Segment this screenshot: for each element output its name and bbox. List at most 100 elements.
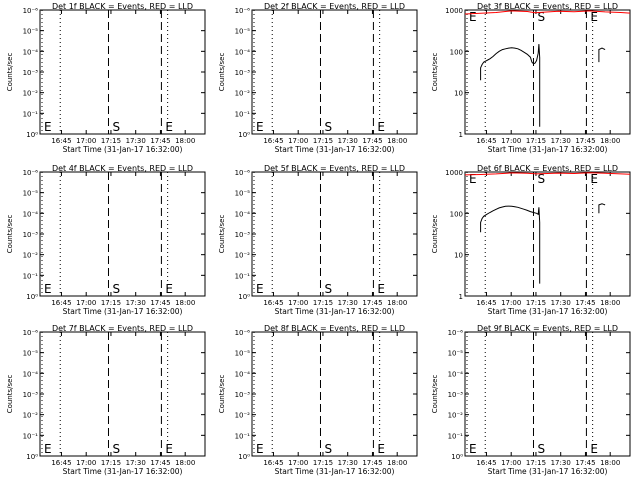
marker-label: E [469, 10, 477, 24]
x-tick-label: 17:45 [362, 137, 382, 145]
x-tick-label: 17:45 [150, 299, 170, 307]
x-tick-label: 17:00 [288, 299, 308, 307]
plot-frame [464, 331, 631, 457]
plot-frame [251, 171, 418, 297]
y-tick-label: 10 [454, 90, 463, 98]
x-axis-label: Start Time (31-Jan-17 16:32:00) [275, 467, 395, 476]
panel-title: Det 7f BLACK = Events, RED = LLD [52, 324, 193, 333]
panel-title: Det 6f BLACK = Events, RED = LLD [477, 164, 618, 173]
x-tick-label: 17:00 [501, 459, 521, 467]
y-tick-label: 10⁰ [26, 131, 38, 139]
marker-label: E [256, 120, 264, 134]
x-tick-label: 16:45 [263, 137, 283, 145]
x-tick-label: 17:30 [338, 137, 358, 145]
y-tick-label: 1000 [445, 7, 463, 15]
panel-det-2: Det 2f BLACK = Events, RED = LLD Counts/s… [218, 2, 418, 154]
x-tick-label: 17:15 [313, 299, 333, 307]
x-axis-label: Start Time (31-Jan-17 16:32:00) [488, 307, 608, 316]
y-tick-label: 10⁻⁶ [23, 7, 39, 15]
x-tick-label: 17:00 [76, 137, 96, 145]
x-tick-label: 17:00 [501, 299, 521, 307]
x-tick-label: 17:45 [362, 299, 382, 307]
x-tick-label: 17:30 [338, 459, 358, 467]
x-tick-label: 17:00 [76, 299, 96, 307]
y-tick-label: 100 [450, 210, 463, 218]
marker-label: E [256, 282, 264, 296]
x-tick-label: 17:45 [362, 459, 382, 467]
y-tick-label: 10⁻¹ [23, 110, 39, 118]
x-tick-label: 17:00 [501, 137, 521, 145]
y-tick-label: 1 [459, 293, 463, 301]
x-tick-label: 16:45 [263, 299, 283, 307]
panel-det-6: Det 6f BLACK = Events, RED = LLD Counts/s… [431, 164, 631, 316]
x-tick-label: 17:15 [526, 299, 546, 307]
x-tick-label: 17:15 [526, 137, 546, 145]
y-tick-label: 10⁻² [235, 90, 251, 98]
y-tick-label: 10⁻⁵ [235, 190, 251, 198]
marker-label: S [112, 282, 120, 296]
x-tick-label: 18:00 [387, 137, 407, 145]
marker-label: E [44, 120, 52, 134]
y-tick-label: 10⁻⁶ [23, 329, 39, 337]
series-line-events [598, 47, 606, 63]
x-axis-label: Start Time (31-Jan-17 16:32:00) [275, 307, 395, 316]
panel-title: Det 8f BLACK = Events, RED = LLD [264, 324, 405, 333]
y-axis-label: Counts/sec [431, 53, 439, 92]
x-tick-label: 18:00 [387, 459, 407, 467]
marker-label: E [44, 282, 52, 296]
y-tick-label: 10⁻⁴ [448, 370, 464, 378]
panel-title: Det 9f BLACK = Events, RED = LLD [477, 324, 618, 333]
marker-label: S [324, 442, 332, 456]
panel-title: Det 5f BLACK = Events, RED = LLD [264, 164, 405, 173]
series-line-events [598, 203, 606, 214]
x-tick-label: 17:45 [150, 137, 170, 145]
y-tick-label: 1000 [445, 169, 463, 177]
y-tick-label: 10⁻⁵ [23, 28, 39, 36]
y-tick-label: 10⁻¹ [23, 272, 39, 280]
y-tick-label: 10⁻¹ [235, 272, 251, 280]
y-tick-label: 10⁰ [238, 453, 250, 461]
x-tick-label: 17:30 [551, 459, 571, 467]
y-axis-label: Counts/sec [218, 215, 226, 254]
series-line-events [480, 205, 541, 284]
marker-label: E [256, 442, 264, 456]
y-tick-label: 10⁻² [23, 252, 39, 260]
y-tick-label: 10⁻⁴ [23, 48, 39, 56]
series-line-events [480, 44, 541, 127]
y-tick-label: 10⁻⁶ [23, 169, 39, 177]
series-line-lld [464, 172, 631, 176]
x-tick-label: 17:15 [101, 137, 121, 145]
x-tick-label: 18:00 [175, 459, 195, 467]
plot-frame [39, 171, 206, 297]
panel-det-5: Det 5f BLACK = Events, RED = LLD Counts/s… [218, 164, 418, 316]
panel-det-7: Det 7f BLACK = Events, RED = LLD Counts/s… [6, 324, 206, 476]
panel-title: Det 1f BLACK = Events, RED = LLD [52, 2, 193, 11]
y-tick-label: 10⁻⁴ [23, 370, 39, 378]
marker-label: E [165, 442, 173, 456]
y-tick-label: 10 [454, 252, 463, 260]
x-tick-label: 17:30 [551, 137, 571, 145]
y-tick-label: 10⁻⁵ [235, 28, 251, 36]
plot-frame [464, 9, 631, 135]
x-tick-label: 17:30 [126, 299, 146, 307]
y-tick-label: 10⁻⁴ [235, 48, 251, 56]
y-tick-label: 10⁻⁶ [235, 329, 251, 337]
x-axis-label: Start Time (31-Jan-17 16:32:00) [488, 145, 608, 154]
marker-label: E [590, 10, 598, 24]
y-tick-label: 10⁻² [235, 412, 251, 420]
x-axis-label: Start Time (31-Jan-17 16:32:00) [63, 145, 183, 154]
panel-title: Det 2f BLACK = Events, RED = LLD [264, 2, 405, 11]
y-tick-label: 10⁻¹ [23, 432, 39, 440]
y-tick-label: 10⁻⁴ [23, 210, 39, 218]
marker-label: S [324, 120, 332, 134]
x-tick-label: 18:00 [175, 299, 195, 307]
y-tick-label: 10⁻¹ [235, 110, 251, 118]
marker-label: S [112, 442, 120, 456]
y-axis-label: Counts/sec [6, 215, 14, 254]
plot-frame [251, 9, 418, 135]
x-tick-label: 17:15 [526, 459, 546, 467]
plot-frame [251, 331, 418, 457]
panel-det-3: Det 3f BLACK = Events, RED = LLD Counts/s… [431, 2, 631, 154]
x-tick-label: 17:00 [76, 459, 96, 467]
y-tick-label: 10⁻⁶ [448, 329, 464, 337]
